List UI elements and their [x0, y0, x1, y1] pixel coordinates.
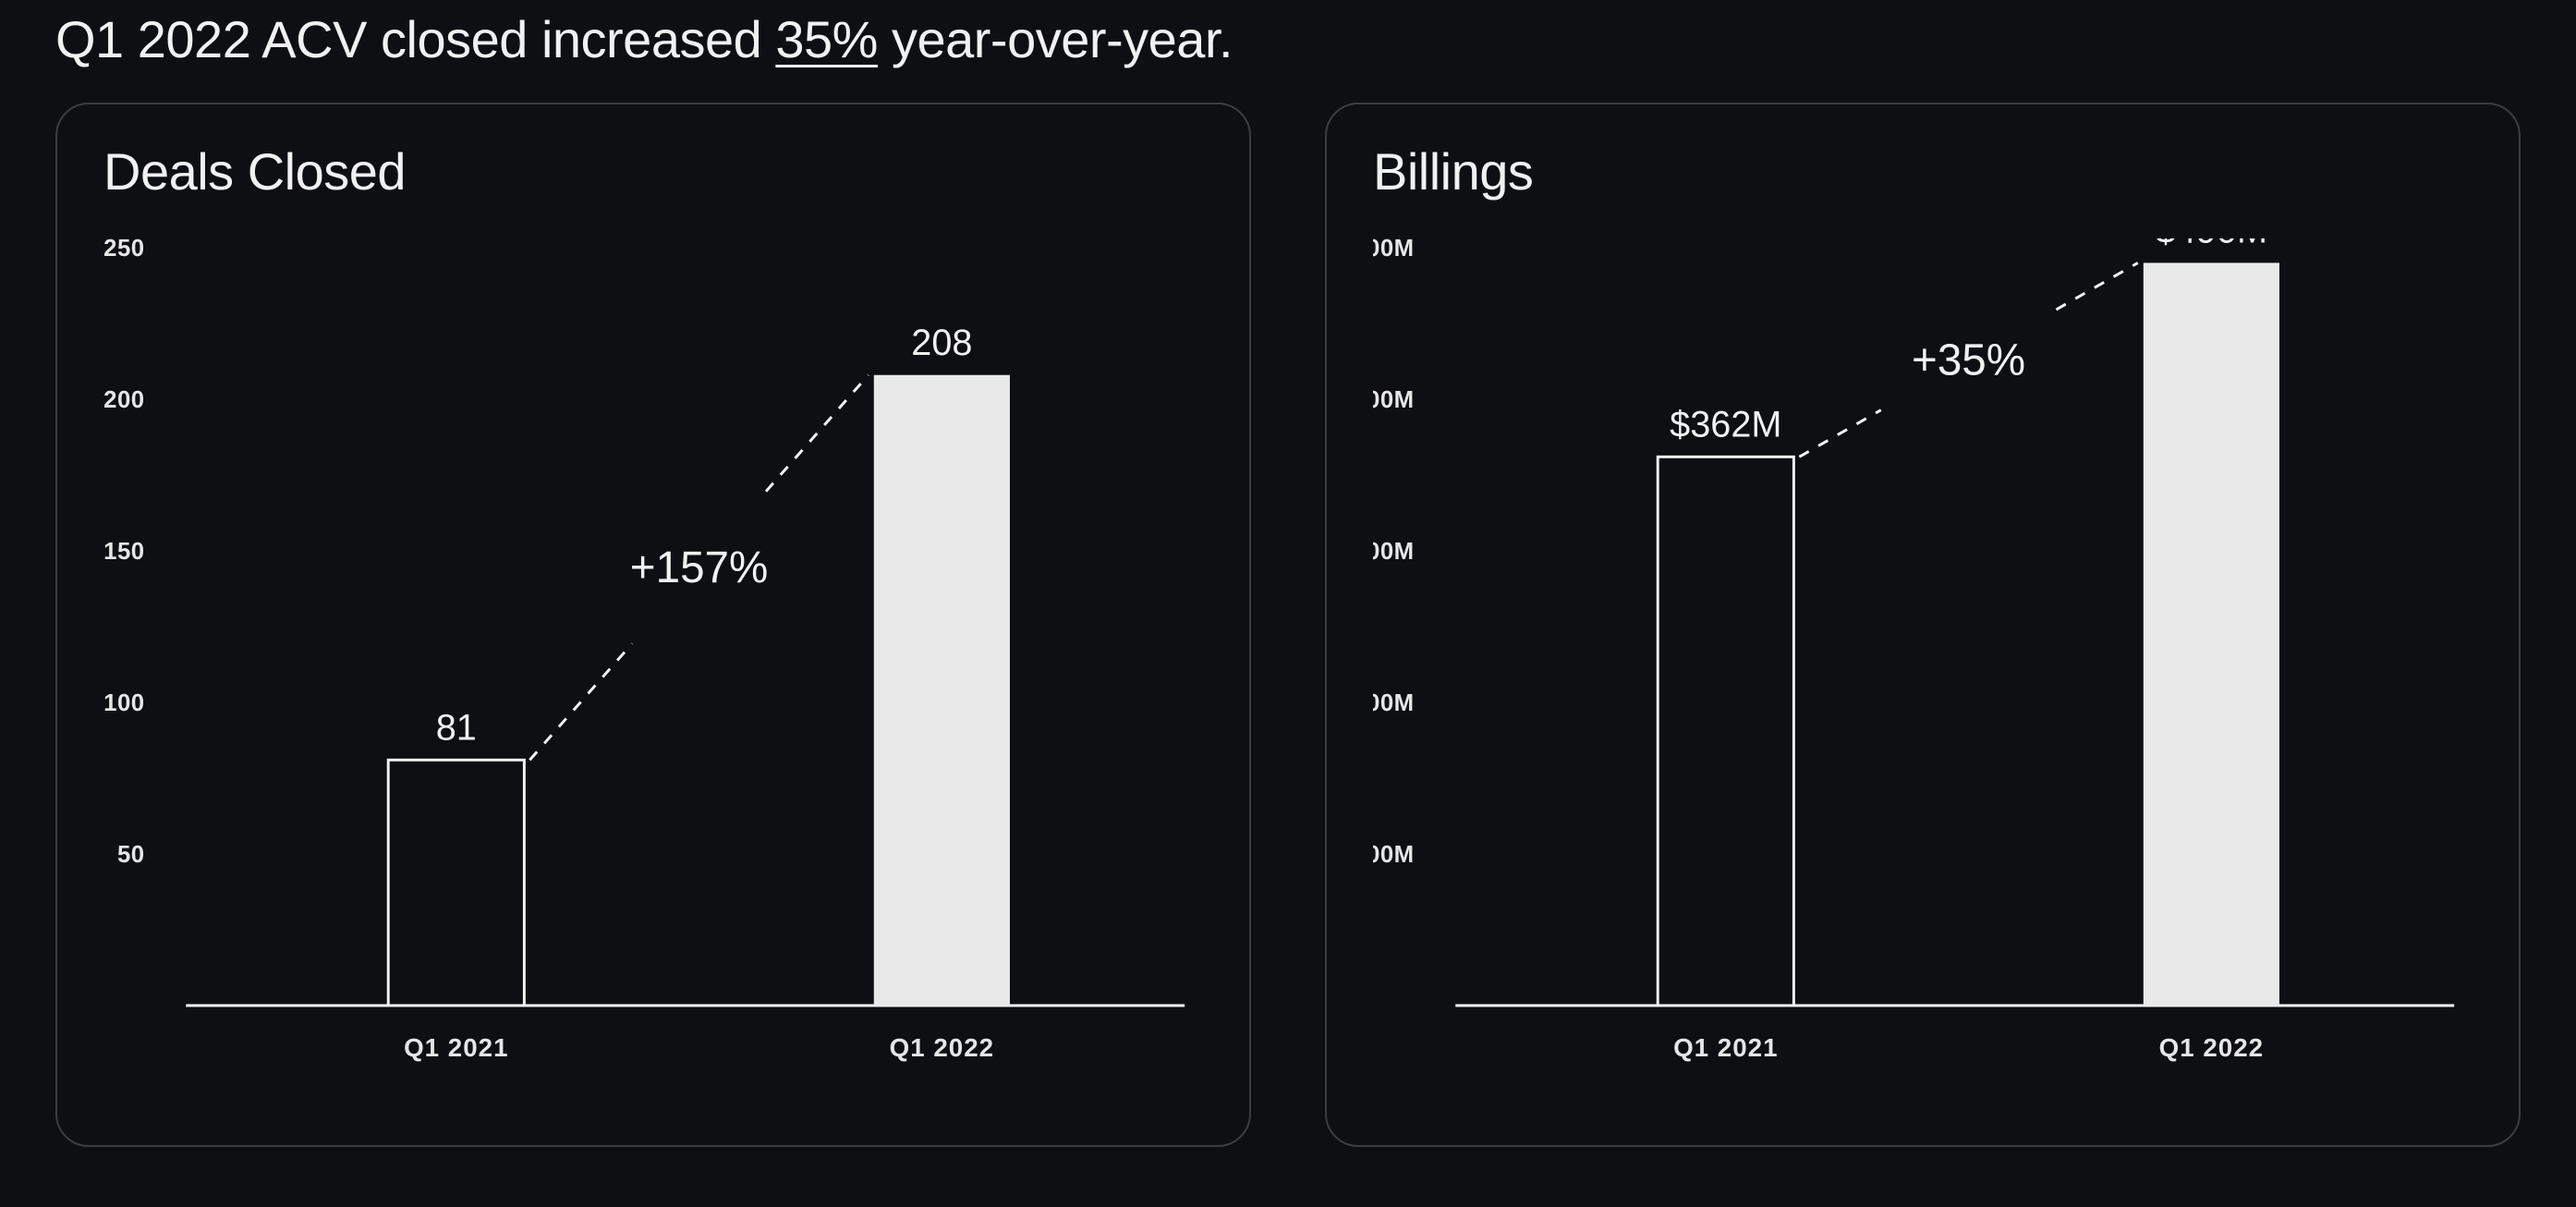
y-axis-ticks: 50 100 150 200 250 — [103, 238, 144, 868]
y-axis-ticks: $100M $200M $300M $400M $500M — [1373, 238, 1415, 868]
ytick-label: 200 — [103, 387, 144, 413]
xlabel: Q1 2022 — [890, 1033, 994, 1062]
bar-value-label: $490M — [2156, 238, 2267, 250]
xlabel: Q1 2022 — [2159, 1033, 2264, 1062]
bar-value-label: $362M — [1670, 404, 1781, 445]
trend-line-segment-1 — [529, 643, 632, 760]
x-axis-labels: Q1 2021 Q1 2022 — [404, 1033, 994, 1062]
headline-underlined: 35% — [775, 10, 878, 68]
bar-q1-2021 — [388, 760, 524, 1006]
card-billings-title: Billings — [1373, 141, 2473, 201]
chart-billings-wrap: $100M $200M $300M $400M $500M $362M $490M Q1 20… — [1373, 238, 2473, 1089]
chart-deals-svg: 50 100 150 200 250 81 208 Q1 2021 Q1 2022 +157% — [103, 238, 1203, 1089]
bar-q1-2022 — [2144, 262, 2279, 1006]
chart-billings-svg: $100M $200M $300M $400M $500M $362M $490M Q1 20… — [1373, 238, 2473, 1089]
bar-value-label: 81 — [436, 707, 477, 748]
ytick-label: 50 — [117, 842, 145, 868]
headline-prefix: Q1 2022 ACV closed increased — [55, 10, 775, 68]
bar-value-label: 208 — [911, 323, 972, 363]
trend-line-segment-2 — [766, 375, 869, 492]
page-root: Q1 2022 ACV closed increased 35% year-ov… — [0, 9, 2576, 1184]
ytick-label: $500M — [1373, 238, 1415, 262]
x-axis-labels: Q1 2021 Q1 2022 — [1673, 1033, 2264, 1062]
ytick-label: $100M — [1373, 842, 1415, 868]
xlabel: Q1 2021 — [404, 1033, 508, 1062]
page-headline: Q1 2022 ACV closed increased 35% year-ov… — [55, 9, 2521, 69]
ytick-label: $300M — [1373, 539, 1415, 565]
ytick-label: 100 — [103, 690, 144, 716]
card-billings: Billings $100M$200M$300M$400M$500M$362M$… — [1325, 103, 2521, 1147]
ytick-label: 150 — [103, 539, 144, 565]
cards-row: Deals Closed 5010015020025081208Q1 2021Q… — [55, 103, 2521, 1147]
headline-suffix: year-over-year. — [878, 10, 1233, 68]
bar-q1-2022 — [874, 375, 1010, 1006]
card-deals: Deals Closed 5010015020025081208Q1 2021Q… — [55, 103, 1251, 1147]
trend-line-segment-1 — [1799, 410, 1880, 457]
card-deals-title: Deals Closed — [103, 141, 1203, 201]
pct-change-label: +157% — [630, 543, 769, 592]
xlabel: Q1 2021 — [1673, 1033, 1778, 1062]
trend-line-segment-2 — [2056, 262, 2137, 310]
ytick-label: 250 — [103, 238, 144, 262]
ytick-label: $400M — [1373, 387, 1415, 413]
ytick-label: $200M — [1373, 690, 1415, 716]
chart-deals-wrap: 50 100 150 200 250 81 208 Q1 2021 Q1 2022 +157% — [103, 238, 1203, 1089]
bar-q1-2021 — [1658, 457, 1793, 1006]
pct-change-label: +35% — [1912, 335, 2025, 384]
